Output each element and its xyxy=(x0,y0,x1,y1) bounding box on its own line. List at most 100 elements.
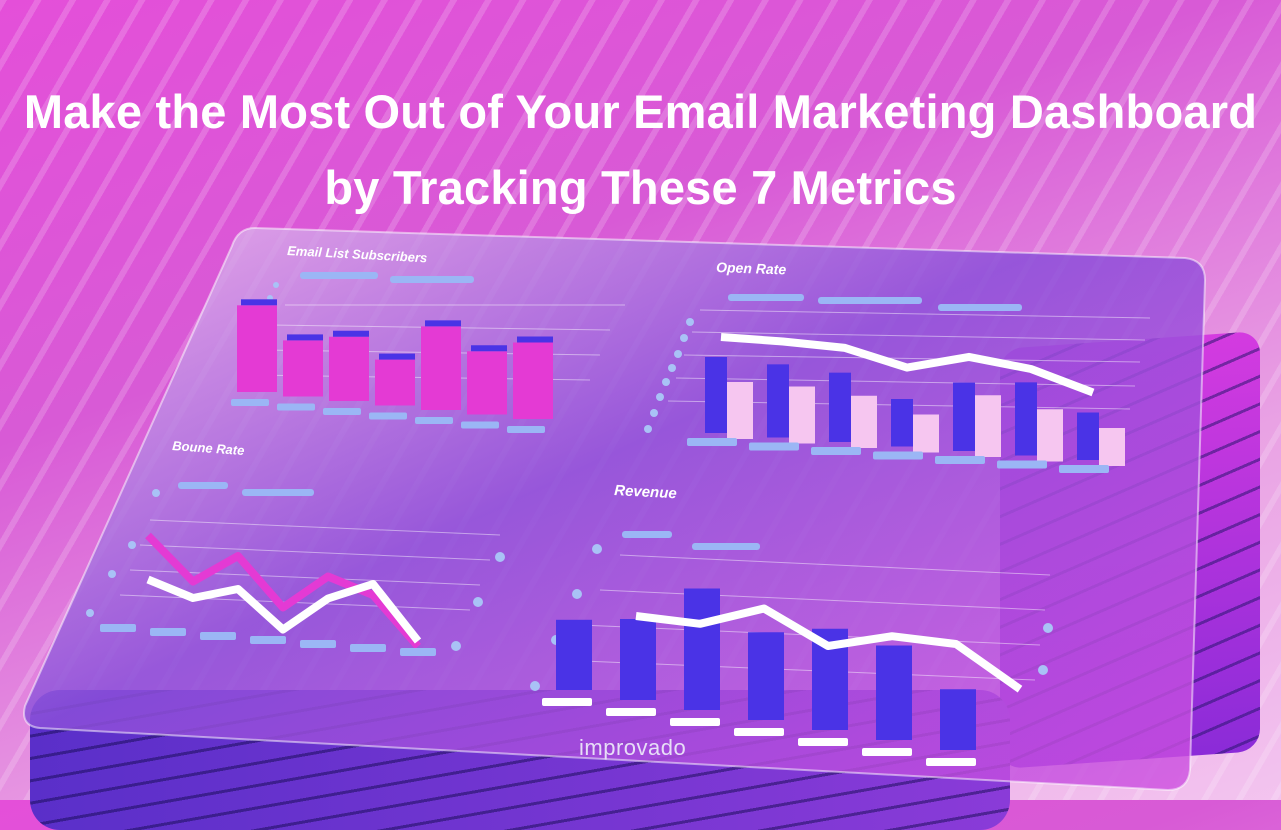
revenue-bar xyxy=(684,588,720,710)
revenue-bar xyxy=(940,689,976,750)
openrate-legend-pill xyxy=(728,294,804,301)
bounce-x-label xyxy=(250,636,286,644)
openrate-x-label xyxy=(997,460,1047,469)
revenue-legend-pill xyxy=(622,531,672,538)
openrate-bar-secondary xyxy=(975,395,1001,457)
bounce-axis-dot xyxy=(108,570,116,578)
openrate-axis-dot xyxy=(650,409,658,417)
openrate-bar-secondary xyxy=(851,395,877,448)
openrate-axis-dot xyxy=(662,378,670,386)
subscribers-x-label xyxy=(415,417,453,424)
subscribers-bar-cap xyxy=(471,345,507,352)
dashboard-card-body xyxy=(23,226,1207,792)
bounce-chart-title: Boune Rate xyxy=(172,438,245,458)
revenue-x-label xyxy=(862,748,912,756)
subscribers-bar-cap xyxy=(333,330,369,337)
openrate-axis-dot xyxy=(644,425,652,433)
revenue-x-label xyxy=(734,728,784,736)
subscribers-x-label xyxy=(461,421,499,429)
subscribers-bar-cap xyxy=(379,353,415,360)
bounce-gridline xyxy=(149,519,501,536)
revenue-gridline xyxy=(619,554,1051,576)
improvado-logo: improvado xyxy=(579,735,687,760)
revenue-axis-dot xyxy=(572,589,582,599)
bounce-x-label xyxy=(400,648,436,656)
openrate-x-label xyxy=(687,438,737,446)
bounce-line-primary xyxy=(146,575,422,644)
openrate-bar xyxy=(705,357,727,433)
openrate-gridline xyxy=(691,331,1146,341)
revenue-gridline xyxy=(599,589,1046,611)
bounce-axis-dot xyxy=(152,489,160,497)
openrate-bar-secondary xyxy=(1037,409,1063,462)
bounce-x-label xyxy=(100,624,136,632)
openrate-gridline xyxy=(683,354,1141,363)
openrate-bar xyxy=(1077,412,1099,460)
subscribers-legend-pill xyxy=(390,276,474,283)
openrate-x-label xyxy=(935,456,985,464)
subscribers-bar-cap xyxy=(287,334,323,341)
revenue-bar xyxy=(556,619,592,690)
subscribers-x-label xyxy=(231,399,269,406)
bounce-axis-dot xyxy=(473,597,483,607)
bounce-line-secondary xyxy=(145,532,422,650)
revenue-x-label xyxy=(798,738,848,746)
subscribers-bar xyxy=(513,342,553,419)
subscribers-bar-cap xyxy=(517,336,553,343)
subscribers-bar xyxy=(283,340,323,397)
openrate-x-label xyxy=(873,451,923,460)
revenue-x-label xyxy=(606,708,656,716)
subscribers-x-label xyxy=(369,412,407,420)
bounce-gridline xyxy=(139,544,491,561)
bounce-axis-dot xyxy=(451,641,461,651)
revenue-axis-dot xyxy=(592,544,602,554)
openrate-axis-dot xyxy=(680,334,688,342)
revenue-chart-title: Revenue xyxy=(614,482,677,502)
openrate-x-label xyxy=(811,447,861,455)
openrate-bar xyxy=(829,372,851,442)
openrate-bar-secondary xyxy=(1099,428,1125,466)
subscribers-bar xyxy=(421,326,461,410)
openrate-axis-dot xyxy=(668,364,676,372)
openrate-bar-secondary xyxy=(913,414,939,453)
revenue-legend-pill xyxy=(692,543,760,550)
revenue-bar xyxy=(748,632,784,720)
subscribers-bar-cap xyxy=(241,299,277,306)
openrate-bar xyxy=(1015,382,1037,456)
openrate-axis-dot xyxy=(656,393,664,401)
subscribers-x-label xyxy=(323,408,361,415)
bounce-x-label xyxy=(200,632,236,640)
subscribers-legend-pill xyxy=(300,272,378,279)
subscribers-bar-cap xyxy=(425,320,461,327)
openrate-axis-dot xyxy=(674,350,682,358)
openrate-bars xyxy=(687,333,1125,473)
revenue-bar xyxy=(876,645,912,740)
openrate-gridline xyxy=(699,309,1151,319)
revenue-trend-line xyxy=(635,604,1023,693)
bounce-legend-pill xyxy=(242,489,314,496)
bounce-legend-pill xyxy=(178,482,228,489)
bounce-x-label xyxy=(300,640,336,648)
openrate-axis-dot xyxy=(686,318,694,326)
openrate-bar xyxy=(953,382,975,451)
openrate-legend-pill xyxy=(938,304,1022,311)
dashboard-card: Email List Subscribers Open Rate Boune R… xyxy=(23,226,1207,792)
openrate-bar xyxy=(891,399,913,447)
openrate-bar xyxy=(767,364,789,438)
revenue-x-label xyxy=(542,698,592,706)
subscribers-chart-title: Email List Subscribers xyxy=(287,243,428,265)
openrate-bar-secondary xyxy=(789,386,815,444)
subscribers-x-label xyxy=(277,403,315,411)
openrate-legend-pill xyxy=(818,297,922,304)
bounce-axis-dot xyxy=(495,552,505,562)
subscribers-bar xyxy=(237,305,277,392)
subscribers-axis-dot xyxy=(273,282,279,288)
bounce-x-label xyxy=(150,628,186,636)
revenue-bars xyxy=(542,588,1023,766)
subscribers-bar xyxy=(375,359,415,406)
page-title: Make the Most Out of Your Email Marketin… xyxy=(23,85,1258,214)
subscribers-bars xyxy=(231,299,553,433)
revenue-axis-dot xyxy=(1043,623,1053,633)
subscribers-bar xyxy=(467,351,507,415)
bounce-x-label xyxy=(350,644,386,652)
